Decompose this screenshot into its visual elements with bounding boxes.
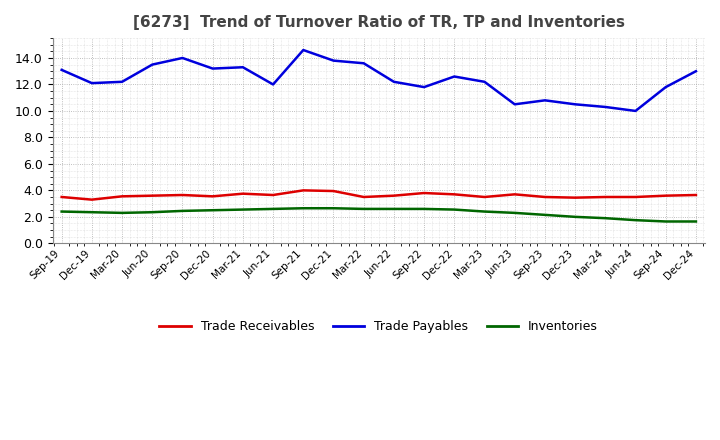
Inventories — [420, 206, 428, 212]
Trade Payables — [692, 69, 701, 74]
Inventories — [480, 209, 489, 214]
Trade Receivables — [359, 194, 368, 200]
Trade Payables — [238, 65, 247, 70]
Legend: Trade Receivables, Trade Payables, Inventories: Trade Receivables, Trade Payables, Inven… — [155, 315, 603, 338]
Trade Payables — [510, 102, 519, 107]
Trade Payables — [571, 102, 580, 107]
Inventories — [631, 217, 640, 223]
Trade Receivables — [238, 191, 247, 196]
Trade Receivables — [178, 192, 186, 198]
Inventories — [601, 216, 610, 221]
Trade Payables — [541, 98, 549, 103]
Trade Payables — [359, 61, 368, 66]
Trade Receivables — [510, 192, 519, 197]
Inventories — [88, 209, 96, 215]
Trade Receivables — [571, 195, 580, 200]
Trade Payables — [450, 74, 459, 79]
Inventories — [178, 208, 186, 213]
Inventories — [541, 212, 549, 217]
Inventories — [208, 208, 217, 213]
Trade Receivables — [58, 194, 66, 200]
Trade Receivables — [662, 193, 670, 198]
Trade Receivables — [208, 194, 217, 199]
Trade Payables — [662, 84, 670, 90]
Trade Payables — [208, 66, 217, 71]
Title: [6273]  Trend of Turnover Ratio of TR, TP and Inventories: [6273] Trend of Turnover Ratio of TR, TP… — [132, 15, 625, 30]
Inventories — [118, 210, 127, 216]
Trade Payables — [480, 79, 489, 84]
Trade Receivables — [631, 194, 640, 200]
Line: Inventories: Inventories — [62, 208, 696, 221]
Inventories — [662, 219, 670, 224]
Trade Payables — [148, 62, 156, 67]
Trade Receivables — [269, 192, 277, 198]
Trade Payables — [420, 84, 428, 90]
Trade Receivables — [390, 193, 398, 198]
Inventories — [148, 209, 156, 215]
Trade Payables — [88, 81, 96, 86]
Line: Trade Payables: Trade Payables — [62, 50, 696, 111]
Inventories — [58, 209, 66, 214]
Line: Trade Receivables: Trade Receivables — [62, 191, 696, 200]
Inventories — [450, 207, 459, 212]
Trade Payables — [58, 67, 66, 73]
Trade Receivables — [329, 188, 338, 194]
Inventories — [692, 219, 701, 224]
Inventories — [269, 206, 277, 212]
Trade Receivables — [601, 194, 610, 200]
Trade Receivables — [148, 193, 156, 198]
Trade Receivables — [480, 194, 489, 200]
Inventories — [390, 206, 398, 212]
Inventories — [359, 206, 368, 212]
Trade Receivables — [420, 191, 428, 196]
Trade Receivables — [118, 194, 127, 199]
Trade Receivables — [88, 197, 96, 202]
Trade Receivables — [692, 192, 701, 198]
Trade Payables — [299, 48, 307, 53]
Trade Payables — [631, 108, 640, 114]
Trade Payables — [329, 58, 338, 63]
Trade Payables — [269, 82, 277, 87]
Trade Payables — [178, 55, 186, 61]
Trade Payables — [118, 79, 127, 84]
Inventories — [329, 205, 338, 211]
Inventories — [571, 214, 580, 220]
Trade Receivables — [299, 188, 307, 193]
Inventories — [299, 205, 307, 211]
Inventories — [510, 210, 519, 216]
Trade Receivables — [541, 194, 549, 200]
Trade Receivables — [450, 192, 459, 197]
Trade Payables — [390, 79, 398, 84]
Inventories — [238, 207, 247, 212]
Trade Payables — [601, 104, 610, 110]
